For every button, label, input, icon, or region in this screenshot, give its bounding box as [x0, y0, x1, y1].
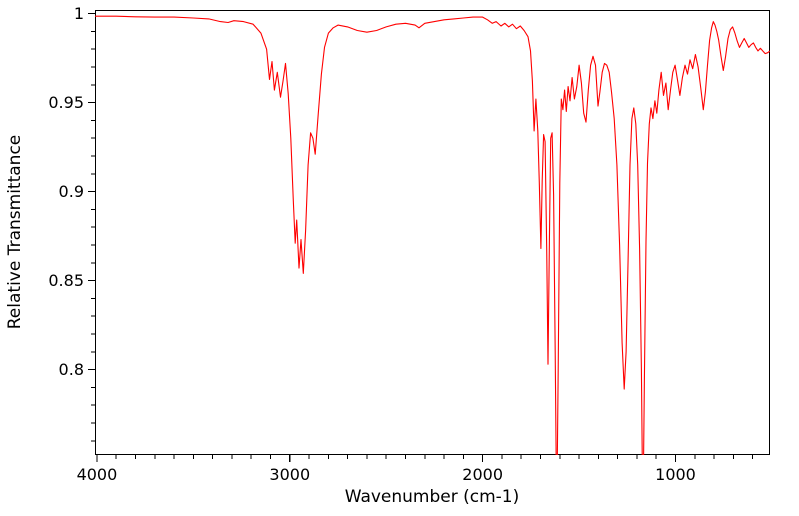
- y-tick-label: 0.85: [48, 271, 84, 290]
- y-tick-label: 0.95: [48, 93, 84, 112]
- x-tick-label: 4000: [77, 465, 118, 484]
- x-tick-label: 2000: [462, 465, 503, 484]
- plot-frame: [94, 9, 771, 456]
- y-tick-label: 0.8: [59, 360, 84, 379]
- x-tick-label: 3000: [269, 465, 310, 484]
- x-tick-label: 1000: [655, 465, 696, 484]
- y-tick-label: 1: [74, 4, 84, 23]
- y-tick-label: 0.9: [59, 182, 84, 201]
- spectrum-line: [95, 15, 770, 455]
- x-axis-title: Wavenumber (cm-1): [344, 487, 520, 507]
- y-axis-title: Relative Transmittance: [5, 134, 25, 330]
